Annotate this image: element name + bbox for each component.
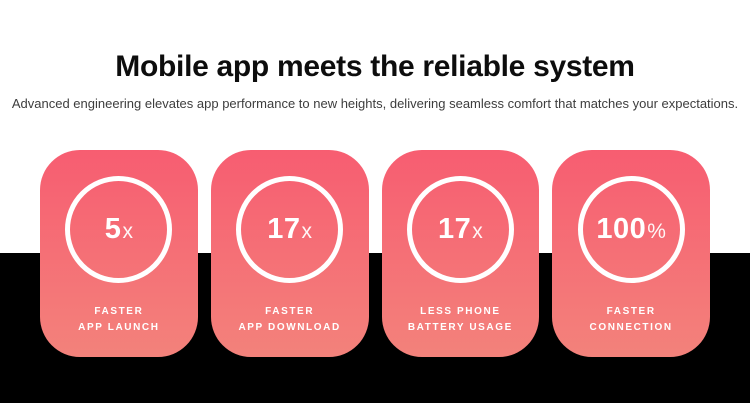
page-subtitle: Advanced engineering elevates app perfor… — [11, 96, 739, 111]
stat-circle: 17 x — [236, 176, 344, 283]
stat-card-connection: 100 % FASTER CONNECTION — [552, 150, 710, 357]
stat-number: 17 x — [267, 213, 312, 246]
stat-suffix: x — [301, 220, 313, 243]
stat-card-app-launch: 5 x FASTER APP LAUNCH — [40, 150, 198, 357]
stat-card-app-download: 17 x FASTER APP DOWNLOAD — [210, 150, 369, 357]
section-header: Mobile app meets the reliable system Adv… — [0, 50, 750, 113]
stat-number: 17 x — [438, 213, 483, 246]
stat-label: FASTER APP DOWNLOAD — [238, 306, 341, 333]
page-title: Mobile app meets the reliable system — [115, 50, 635, 83]
stat-value: 17 — [437, 213, 472, 245]
stat-label: LESS PHONE BATTERY USAGE — [407, 306, 513, 333]
stat-suffix: x — [122, 220, 133, 243]
stat-circle: 17 x — [406, 176, 514, 283]
stat-value: 5 — [104, 213, 122, 245]
stat-circle: 5 x — [65, 176, 173, 283]
stat-label: FASTER CONNECTION — [589, 306, 673, 333]
stat-circle: 100 % — [577, 176, 685, 283]
stat-number: 5 x — [105, 213, 133, 246]
stat-number: 100 % — [596, 213, 666, 246]
stat-cards-row: 5 x FASTER APP LAUNCH 17 x FASTER APP DO… — [40, 150, 710, 357]
stat-label: FASTER APP LAUNCH — [78, 306, 160, 333]
stat-suffix: % — [647, 220, 666, 243]
stat-card-battery-usage: 17 x LESS PHONE BATTERY USAGE — [381, 150, 540, 357]
stat-suffix: x — [472, 220, 483, 243]
stat-value: 17 — [267, 213, 301, 245]
stat-value: 100 — [596, 213, 647, 245]
